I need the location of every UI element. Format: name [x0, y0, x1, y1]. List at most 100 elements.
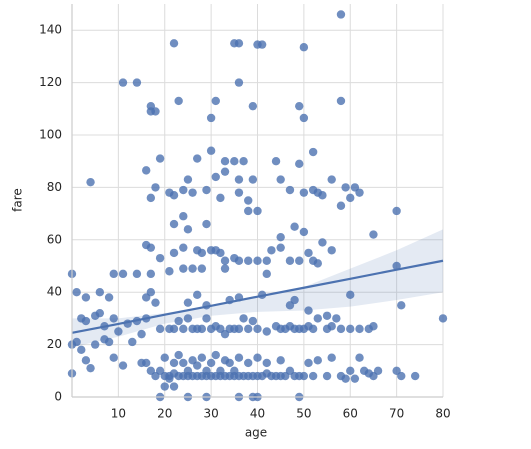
point — [322, 311, 332, 320]
point — [142, 166, 151, 175]
point — [86, 363, 95, 373]
point — [308, 147, 318, 157]
point — [146, 269, 156, 279]
point — [81, 356, 91, 365]
point — [299, 113, 309, 123]
point — [72, 288, 81, 297]
x-tick-label: 60 — [343, 407, 358, 421]
point — [248, 101, 258, 111]
y-tick-label: 20 — [47, 337, 62, 351]
point — [299, 227, 309, 237]
point — [438, 314, 448, 323]
x-tick-label: 80 — [435, 407, 450, 421]
point — [151, 298, 160, 307]
point — [179, 358, 188, 368]
point — [206, 113, 216, 123]
point — [369, 322, 378, 331]
y-tick-label: 120 — [39, 75, 62, 89]
point — [313, 259, 322, 268]
point — [336, 10, 346, 19]
point — [313, 188, 322, 197]
point — [193, 290, 202, 300]
point — [346, 324, 355, 334]
point — [313, 314, 322, 323]
point — [253, 206, 262, 216]
point — [327, 322, 336, 331]
point — [234, 78, 244, 87]
point — [109, 314, 118, 323]
point — [220, 157, 230, 166]
point — [244, 324, 253, 334]
point — [169, 248, 179, 258]
point — [369, 230, 378, 239]
point — [137, 329, 146, 339]
point — [253, 353, 262, 362]
point — [118, 78, 128, 87]
point — [146, 107, 156, 116]
point — [397, 301, 406, 310]
point — [86, 177, 95, 187]
point — [295, 159, 304, 169]
point — [322, 371, 332, 381]
point — [392, 206, 401, 216]
point — [248, 175, 258, 184]
point — [206, 358, 216, 368]
point — [165, 374, 174, 383]
point — [202, 314, 211, 323]
point — [355, 188, 364, 197]
point — [81, 316, 91, 326]
point — [373, 366, 383, 375]
point — [313, 356, 322, 365]
point — [285, 185, 295, 195]
point — [183, 175, 193, 184]
point — [72, 337, 81, 347]
point — [336, 96, 346, 106]
point — [234, 256, 244, 265]
point — [132, 269, 142, 279]
point — [253, 40, 262, 49]
point — [244, 358, 253, 368]
point — [304, 358, 313, 368]
point — [308, 324, 318, 334]
point — [155, 154, 165, 163]
point — [267, 246, 276, 255]
point — [262, 327, 271, 336]
y-tick-label: 140 — [39, 23, 62, 37]
point — [146, 288, 156, 297]
point — [174, 96, 183, 106]
point — [179, 212, 188, 221]
point — [234, 353, 244, 362]
point — [234, 188, 244, 197]
point — [160, 353, 169, 362]
point — [169, 324, 179, 334]
point — [95, 288, 105, 297]
point — [276, 243, 285, 252]
point — [118, 269, 128, 279]
point — [179, 185, 188, 195]
point — [285, 256, 295, 265]
point — [304, 248, 313, 258]
point — [248, 316, 258, 326]
point — [355, 324, 364, 334]
point — [341, 374, 350, 383]
y-tick-label: 0 — [54, 390, 62, 404]
point — [77, 345, 86, 355]
point — [118, 361, 128, 370]
point — [244, 256, 253, 265]
point — [216, 193, 225, 203]
point — [202, 185, 211, 195]
point — [202, 219, 211, 229]
point — [169, 382, 179, 391]
point — [183, 225, 193, 234]
point — [151, 183, 160, 192]
point — [128, 337, 137, 347]
point — [104, 337, 114, 347]
point — [230, 39, 239, 48]
point — [174, 316, 183, 326]
x-axis-label: age — [245, 426, 267, 440]
point — [165, 267, 174, 276]
point — [146, 193, 156, 203]
point — [346, 366, 355, 375]
x-tick-label: 20 — [157, 407, 172, 421]
